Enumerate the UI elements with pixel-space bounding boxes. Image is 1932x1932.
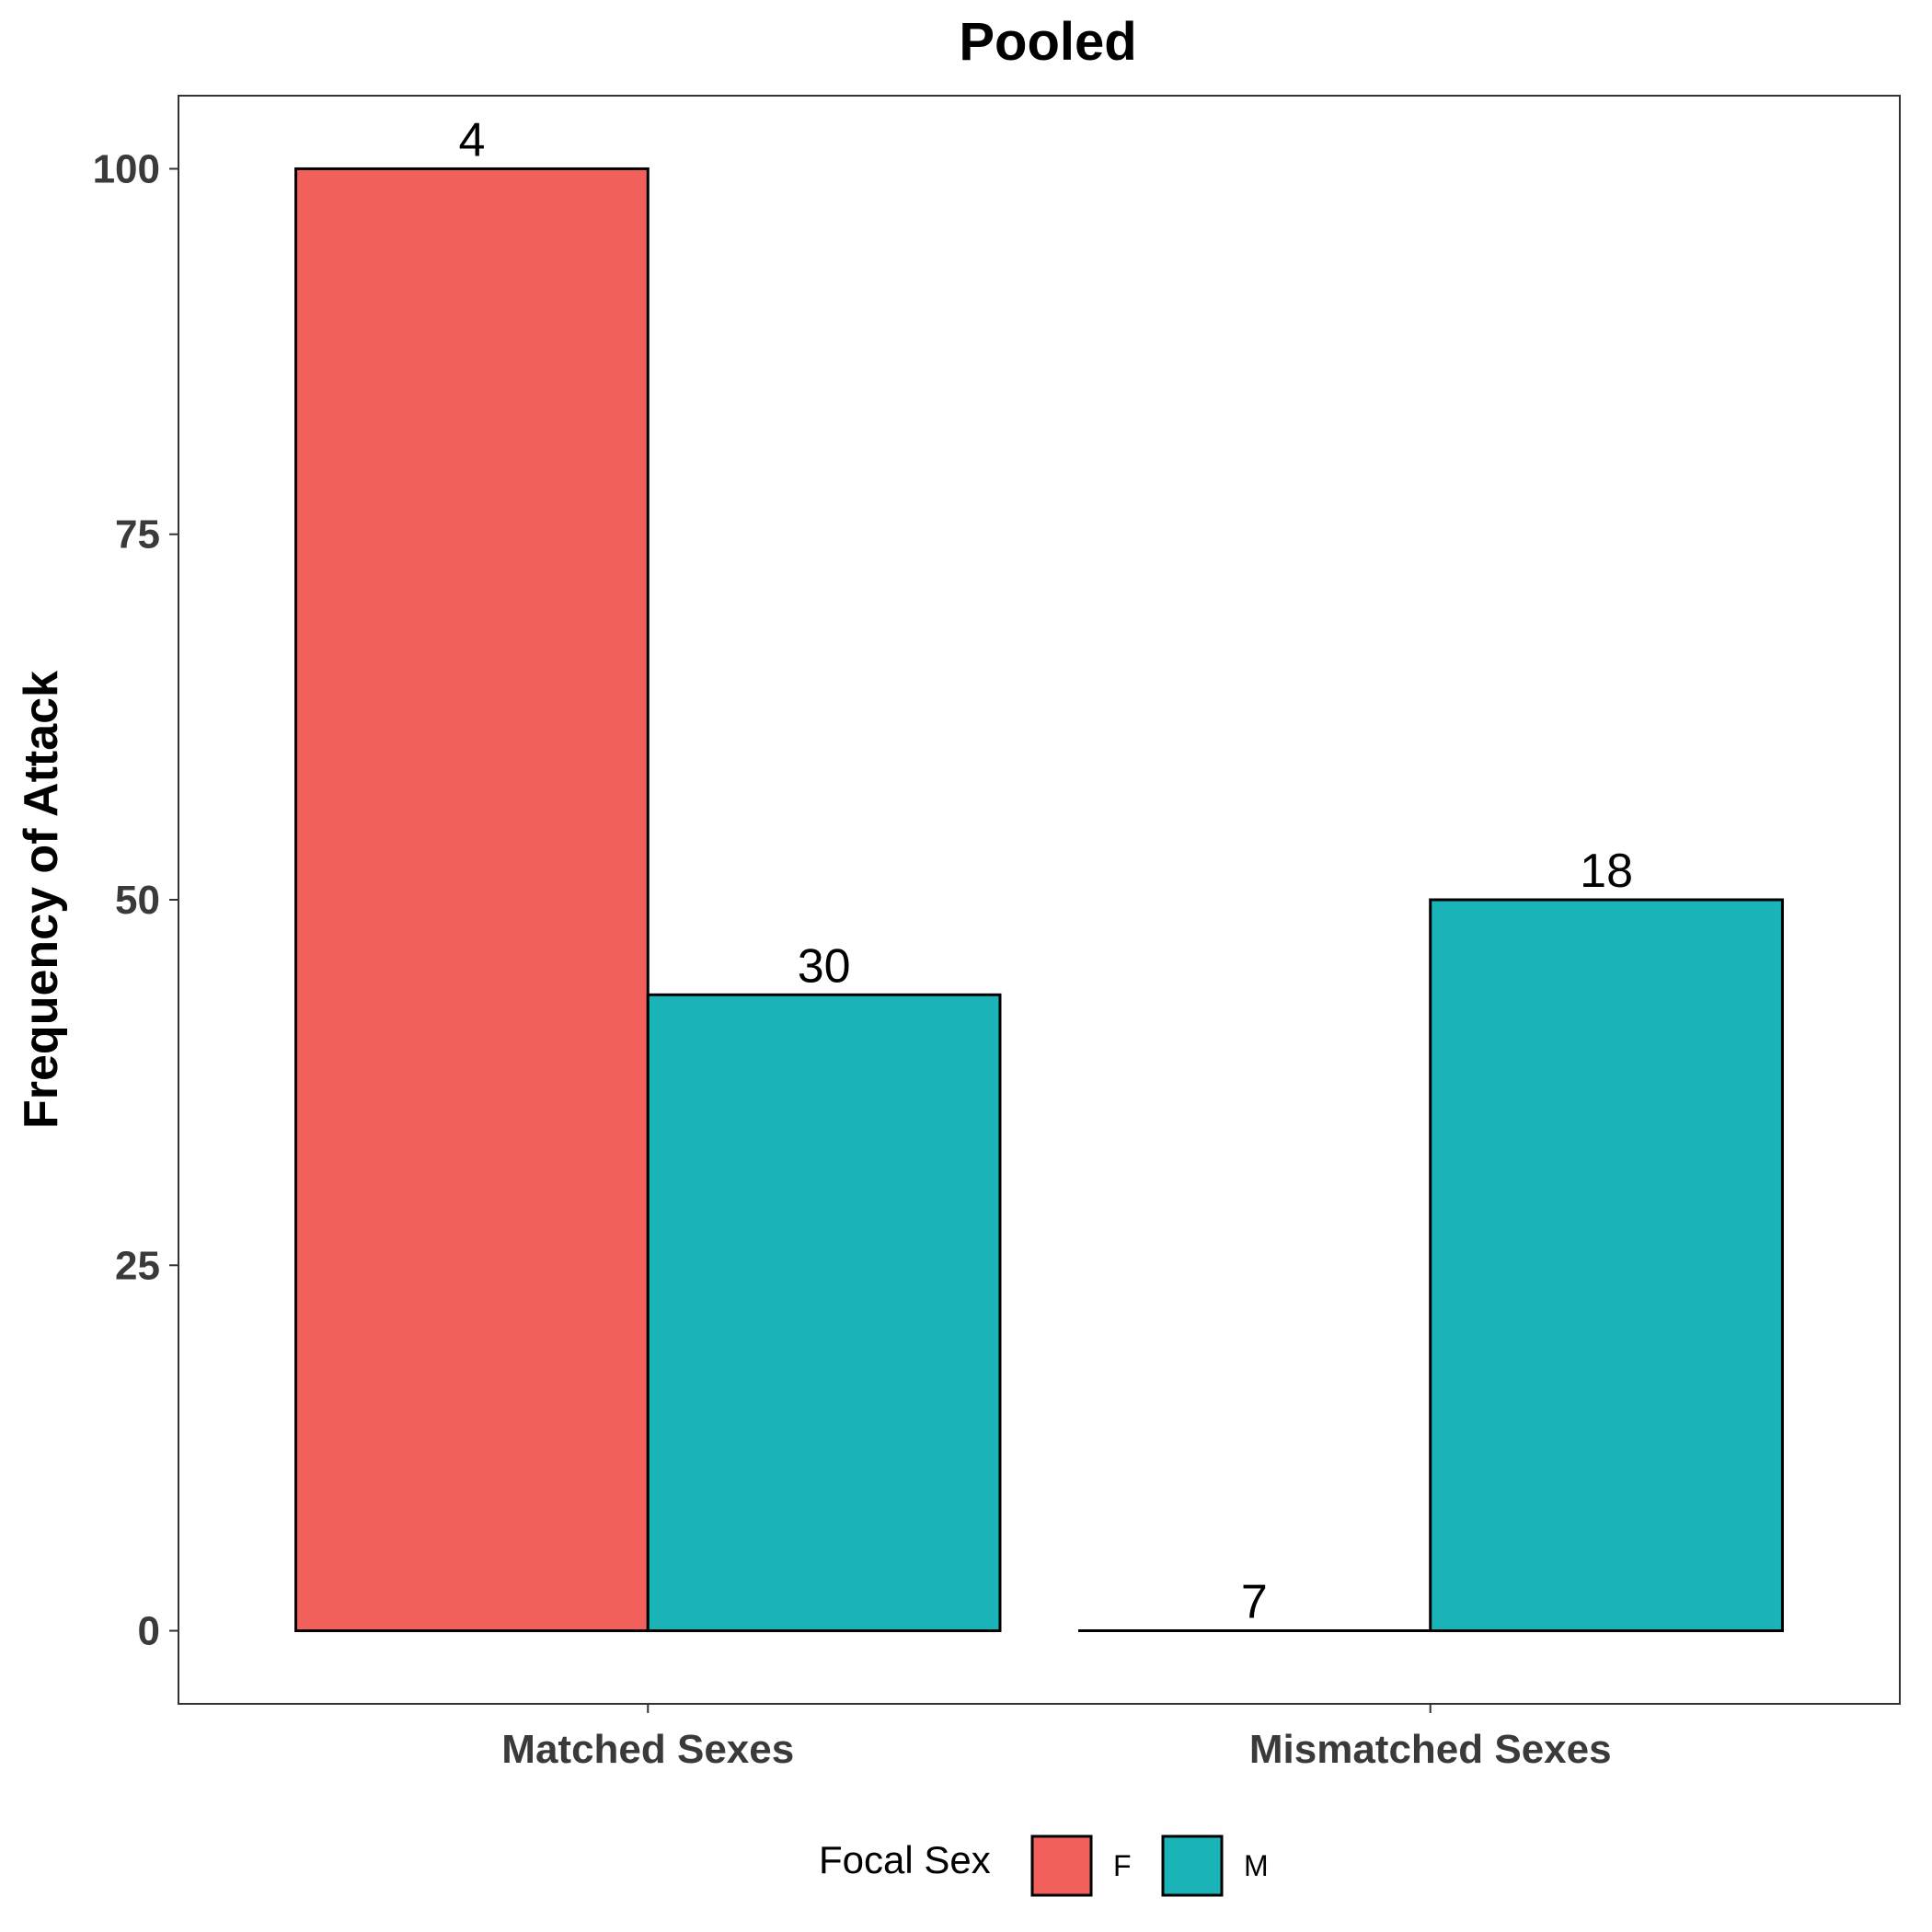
y-tick-label: 75 bbox=[115, 512, 160, 558]
bar-f-matched-sexes bbox=[294, 167, 650, 1633]
data-label: 30 bbox=[798, 939, 851, 993]
bar-m-mismatched-sexes bbox=[1429, 898, 1784, 1633]
bar-m-matched-sexes bbox=[646, 993, 1002, 1633]
y-tick-label: 100 bbox=[93, 146, 160, 191]
y-tick-label: 50 bbox=[115, 878, 160, 923]
x-axis: Matched Sexes Mismatched Sexes bbox=[501, 1704, 1612, 1772]
legend-key-f bbox=[1030, 1834, 1093, 1897]
y-axis: 0 25 50 75 100 bbox=[93, 146, 178, 1654]
x-tick-label: Matched Sexes bbox=[501, 1727, 794, 1772]
data-labels-layer: 4 7 30 18 bbox=[458, 113, 1633, 1628]
data-label: 4 bbox=[458, 113, 485, 167]
bars-layer bbox=[294, 167, 1784, 1633]
legend-key-m bbox=[1161, 1834, 1224, 1897]
legend-label-m: M bbox=[1244, 1849, 1269, 1882]
legend-title: Focal Sex bbox=[819, 1838, 991, 1881]
y-tick-label: 0 bbox=[138, 1609, 160, 1654]
legend-label-f: F bbox=[1113, 1849, 1132, 1882]
y-axis-title: Frequency of Attack bbox=[15, 671, 68, 1129]
y-tick-label: 25 bbox=[115, 1243, 160, 1288]
data-label: 18 bbox=[1580, 845, 1633, 898]
data-label: 7 bbox=[1241, 1576, 1268, 1629]
chart-title: Pooled bbox=[959, 12, 1136, 72]
x-tick-label: Mismatched Sexes bbox=[1249, 1727, 1612, 1772]
legend: Focal Sex F M bbox=[819, 1834, 1269, 1897]
